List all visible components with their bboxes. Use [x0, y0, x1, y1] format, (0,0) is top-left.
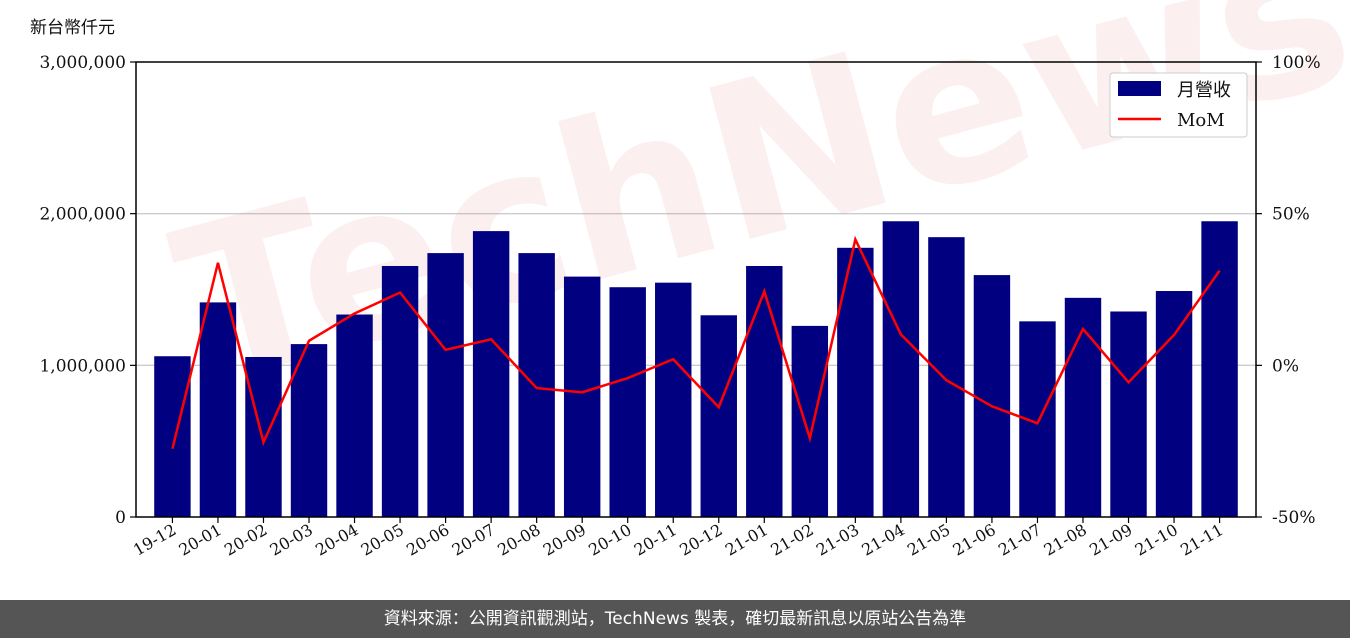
mom-line: [171, 235, 1221, 450]
revenue-chart: TechNews 01,000,0002,000,0003,000,000-50…: [30, 0, 1350, 560]
right-tick-label: 100%: [1272, 53, 1321, 73]
bar-21-11: [1201, 221, 1238, 517]
x-tick-label: 21-02: [767, 520, 816, 560]
bar-19-12: [154, 356, 191, 517]
bar-21-05: [928, 237, 965, 518]
bar-20-03: [290, 344, 328, 517]
x-tick-label: 20-10: [585, 520, 634, 560]
x-tick-label: 20-02: [221, 520, 270, 560]
x-tick-label: 20-08: [494, 520, 543, 560]
x-tick-label: 20-03: [267, 520, 316, 560]
left-tick-label: 0: [115, 508, 126, 528]
bar-20-07: [472, 231, 510, 517]
x-tick-label: 20-09: [540, 520, 589, 560]
source-footer: 資料來源：公開資訊觀測站，TechNews 製表，確切最新訊息以原站公告為準: [0, 600, 1350, 638]
x-tick-label: 20-12: [676, 520, 725, 560]
x-tick-label: 21-08: [1041, 520, 1090, 560]
bar-20-04: [336, 314, 373, 517]
x-tick-label: 20-07: [449, 520, 498, 560]
bar-series: [154, 221, 1238, 518]
x-tick-label: 20-04: [312, 520, 361, 560]
bar-21-10: [1155, 291, 1193, 517]
x-tick-label: 19-12: [130, 520, 179, 560]
right-tick-label: 0%: [1272, 356, 1299, 376]
plot-frame: [135, 61, 1257, 518]
bar-21-09: [1110, 311, 1147, 517]
right-tick-label: -50%: [1272, 508, 1316, 528]
bar-21-01: [746, 265, 783, 517]
bar-21-03: [837, 247, 874, 517]
bar-21-04: [882, 221, 920, 517]
x-tick-label: 21-03: [813, 520, 862, 560]
legend-bar-swatch: [1118, 81, 1161, 96]
bar-20-05: [381, 265, 419, 517]
x-tick-label: 21-07: [995, 520, 1044, 560]
x-tick-label: 21-09: [1086, 520, 1135, 560]
bar-20-06: [427, 253, 464, 517]
left-tick-label: 2,000,000: [39, 205, 126, 225]
x-tick-label: 20-01: [176, 520, 225, 560]
x-tick-label: 21-01: [722, 520, 771, 560]
bar-20-02: [245, 356, 282, 517]
legend-bar-label: 月營收: [1177, 80, 1231, 101]
legend-line-label: MoM: [1177, 110, 1225, 131]
bar-20-11: [655, 282, 692, 517]
right-tick-label: 50%: [1272, 205, 1310, 225]
x-tick-label: 20-11: [631, 520, 680, 560]
x-tick-label: 21-11: [1177, 520, 1226, 560]
x-tick-label: 21-05: [904, 520, 953, 560]
bar-21-06: [973, 275, 1011, 517]
x-tick-label: 21-04: [858, 520, 907, 560]
bar-20-10: [609, 287, 646, 517]
bar-20-01: [199, 302, 237, 517]
mom-line-series: [171, 235, 1221, 450]
legend: 月營收 MoM: [1109, 72, 1248, 138]
bar-20-12: [700, 315, 737, 517]
bar-20-09: [563, 276, 601, 517]
bar-20-08: [518, 253, 555, 517]
unit-label: 新台幣仟元: [30, 18, 115, 38]
x-tick-label: 20-05: [358, 520, 407, 560]
x-tick-label: 21-06: [949, 520, 998, 560]
x-tick-label: 20-06: [403, 520, 452, 560]
left-tick-label: 1,000,000: [39, 356, 126, 376]
left-tick-label: 3,000,000: [39, 53, 126, 73]
bar-21-02: [791, 325, 829, 517]
x-tick-label: 21-10: [1132, 520, 1181, 560]
bar-21-08: [1064, 297, 1102, 517]
